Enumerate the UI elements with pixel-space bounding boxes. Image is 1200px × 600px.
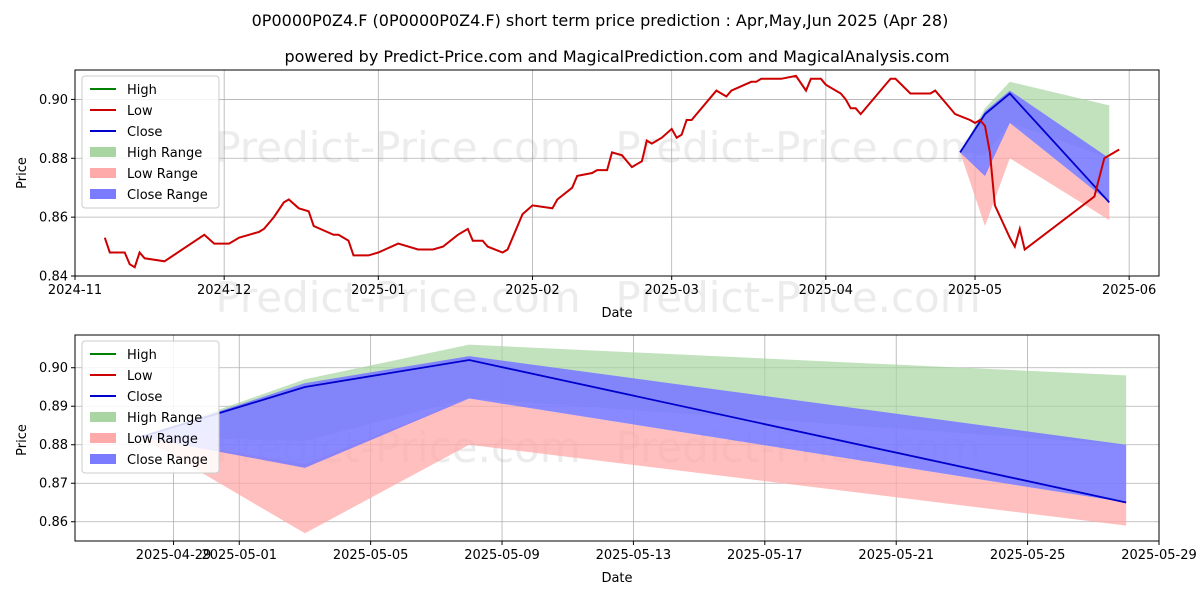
x-tick-label: 2025-05-25 (990, 548, 1066, 563)
x-tick-label: 2025-05-21 (858, 548, 934, 563)
x-tick-label: 2025-05-13 (596, 548, 672, 563)
legend-swatch-high-range (90, 412, 116, 422)
watermark: Predict-Price.com (215, 123, 580, 172)
y-tick-label: 0.90 (39, 93, 68, 108)
x-axis-label: Date (601, 571, 632, 586)
x-tick-label: 2025-01 (351, 283, 405, 298)
watermark: Predict-Price.com (215, 273, 580, 322)
y-axis-label: Price (15, 424, 30, 456)
y-tick-label: 0.90 (39, 361, 68, 376)
close-line (140, 359, 1127, 504)
x-tick-label: 2025-04-29 (136, 548, 212, 563)
legend-swatch-high-range (90, 147, 116, 157)
y-tick-label: 0.84 (39, 270, 68, 285)
x-axis-label: Date (601, 306, 632, 321)
x-tick-label: 2025-03 (645, 283, 699, 298)
legend-swatch-low-range (90, 168, 116, 178)
y-tick-label: 0.87 (39, 477, 68, 492)
legend-label: Close (127, 125, 162, 140)
x-tick-label: 2025-02 (505, 283, 559, 298)
chart-subtitle: powered by Predict-Price.com and Magical… (284, 47, 949, 66)
legend-box (81, 75, 220, 209)
legend-label: Low (127, 104, 153, 119)
legend: High Low Close High Range Low Range Close Ran… (81, 75, 220, 209)
x-tick-label: 2025-05-29 (1121, 548, 1197, 563)
plot-frame (74, 69, 1160, 277)
y-tick-label: 0.88 (39, 438, 68, 453)
legend-label: Close (127, 390, 162, 405)
legend-swatch-low-range (90, 433, 116, 443)
legend-label: Low Range (127, 167, 198, 182)
x-tick-label: 2025-05-09 (464, 548, 540, 563)
close-range-band (140, 356, 1127, 503)
y-tick-label: 0.86 (39, 211, 68, 226)
legend-swatch-close-range (90, 454, 116, 464)
low-line (103, 74, 1120, 269)
plot-frame (74, 334, 1160, 542)
close-line (959, 92, 1110, 204)
legend-label: High Range (127, 411, 202, 426)
legend-label: Close Range (127, 188, 208, 203)
x-tick-label: 2024-12 (197, 283, 251, 298)
x-tick-label: 2025-05-01 (201, 548, 277, 563)
x-tick-label: 2025-05-05 (333, 548, 409, 563)
legend-swatch-close-range (90, 189, 116, 199)
watermark: Predict-Price.com (615, 123, 980, 172)
legend-label: Close Range (127, 453, 208, 468)
legend-label: Low (127, 369, 153, 384)
legend-label: High (127, 348, 157, 363)
y-tick-label: 0.88 (39, 152, 68, 167)
legend-box (81, 340, 220, 474)
x-tick-label: 2025-06 (1102, 283, 1156, 298)
x-tick-label: 2024-11 (48, 283, 102, 298)
y-tick-label: 0.89 (39, 400, 68, 415)
x-tick-label: 2025-04 (799, 283, 853, 298)
legend-label: High Range (127, 146, 202, 161)
legend-label: Low Range (127, 432, 198, 447)
forecast-panel: Predict-Price.com Predict-Price.com 2025… (15, 334, 1197, 586)
legend-label: High (127, 83, 157, 98)
legend: High Low Close High Range Low Range Close Ran… (81, 340, 220, 474)
history-panel: Predict-Price.com Predict-Price.com Pred… (15, 69, 1160, 322)
y-axis-label: Price (15, 157, 30, 189)
x-tick-label: 2025-05-17 (727, 548, 803, 563)
close-range-band (960, 90, 1110, 203)
x-tick-label: 2025-05 (948, 283, 1002, 298)
chart-title: 0P0000P0Z4.F (0P0000P0Z4.F) short term p… (252, 11, 949, 30)
y-tick-label: 0.86 (39, 515, 68, 530)
watermark: Predict-Price.com (615, 273, 980, 322)
